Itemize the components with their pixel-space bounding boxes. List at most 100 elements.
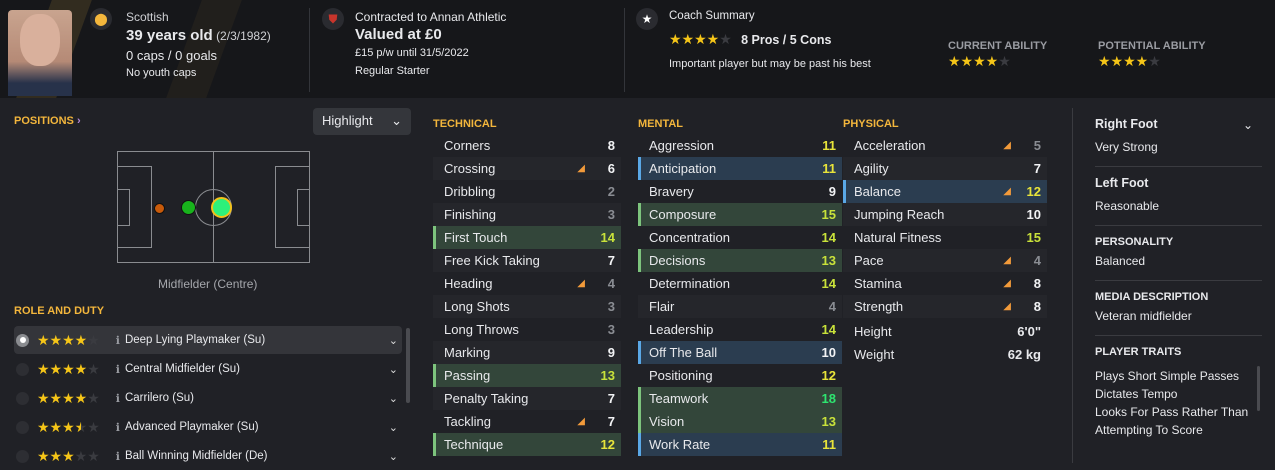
attribute-name: Bravery <box>649 184 694 199</box>
attribute-row[interactable]: Positioning 12 <box>638 364 842 387</box>
arrow-icon: ◢ <box>1003 255 1011 266</box>
chevron-down-icon[interactable]: ⌄ <box>388 334 398 347</box>
positions-title[interactable]: POSITIONS › <box>14 115 81 127</box>
attribute-row[interactable]: Leadership 14 <box>638 318 842 341</box>
attribute-name: Free Kick Taking <box>444 253 540 268</box>
role-radio[interactable] <box>16 391 29 405</box>
attribute-row[interactable]: Off The Ball 10 <box>638 341 842 364</box>
chevron-down-icon[interactable]: ⌄ <box>388 363 398 376</box>
attribute-row[interactable]: Natural Fitness 15 <box>843 226 1047 249</box>
role-item[interactable]: ★★★★★ ℹ Advanced Playmaker (Su) ⌄ <box>14 413 402 441</box>
role-radio[interactable] <box>16 449 29 463</box>
attribute-value: 7 <box>607 253 615 268</box>
attribute-row[interactable]: Pace ◢ 4 <box>843 249 1047 272</box>
caps: 0 caps / 0 goals <box>126 48 218 63</box>
highlight-dropdown[interactable]: Highlight ⌄ <box>313 108 411 135</box>
attribute-row[interactable]: Long Shots 3 <box>433 295 621 318</box>
attribute-name: Work Rate <box>649 437 711 452</box>
arrow-icon: ◢ <box>1003 278 1011 289</box>
attribute-row[interactable]: Tackling ◢ 7 <box>433 410 621 433</box>
attribute-row[interactable]: Anticipation 11 <box>638 157 842 180</box>
attribute-row[interactable]: Corners 8 <box>433 134 621 157</box>
attribute-value: 8 <box>607 138 615 153</box>
position-dot-dm[interactable] <box>154 203 165 214</box>
attribute-row[interactable]: Dribbling 2 <box>433 180 621 203</box>
body-measurements: Height 6'0" Weight 62 kg <box>843 320 1047 366</box>
attribute-row[interactable]: Technique 12 <box>433 433 621 456</box>
attribute-name: Long Throws <box>444 322 519 337</box>
info-icon[interactable]: ℹ <box>115 450 120 463</box>
role-item[interactable]: ★★★★★ ℹ Carrilero (Su) ⌄ <box>14 384 402 412</box>
player-traits-list: Plays Short Simple Passes Dictates Tempo L… <box>1095 367 1255 463</box>
attribute-row[interactable]: Long Throws 3 <box>433 318 621 341</box>
physical-attributes: Acceleration ◢ 5 Agility 7 Balance ◢ 12 Jumping … <box>843 134 1047 318</box>
wage: £15 p/w until 31/5/2022 <box>355 47 469 59</box>
role-item[interactable]: ★★★★★ ℹ Central Midfielder (Su) ⌄ <box>14 355 402 383</box>
traits-scrollbar[interactable] <box>1257 366 1260 411</box>
chevron-down-icon[interactable]: ⌄ <box>388 421 398 434</box>
attribute-row[interactable]: Composure 15 <box>638 203 842 226</box>
attribute-name: Passing <box>444 368 491 383</box>
attribute-row[interactable]: Determination 14 <box>638 272 842 295</box>
role-radio[interactable] <box>16 420 29 434</box>
attribute-value: 6 <box>607 161 615 176</box>
attribute-row[interactable]: Concentration 14 <box>638 226 842 249</box>
contract[interactable]: Contracted to Annan Athletic <box>355 10 507 24</box>
attribute-row[interactable]: Bravery 9 <box>638 180 842 203</box>
chevron-down-icon[interactable]: ⌄ <box>388 392 398 405</box>
attribute-row[interactable]: Flair 4 <box>638 295 842 318</box>
attribute-name: Composure <box>649 207 717 222</box>
position-dot-mc-secondary[interactable] <box>181 200 196 215</box>
attribute-row[interactable]: Aggression 11 <box>638 134 842 157</box>
attribute-row[interactable]: Stamina ◢ 8 <box>843 272 1047 295</box>
attribute-row[interactable]: Free Kick Taking 7 <box>433 249 621 272</box>
chevron-down-icon[interactable]: ⌄ <box>1243 118 1254 132</box>
role-stars: ★★★★★ <box>37 389 100 406</box>
role-name: Carrilero (Su) <box>124 392 194 404</box>
left-foot-value: Reasonable <box>1095 199 1160 213</box>
attribute-row[interactable]: Strength ◢ 8 <box>843 295 1047 318</box>
attribute-value: 5 <box>1033 138 1041 153</box>
attribute-row[interactable]: Balance ◢ 12 <box>843 180 1047 203</box>
attribute-row[interactable]: Agility 7 <box>843 157 1047 180</box>
attribute-row[interactable]: Teamwork 18 <box>638 387 842 410</box>
attribute-row[interactable]: Finishing 3 <box>433 203 621 226</box>
attribute-row[interactable]: Jumping Reach 10 <box>843 203 1047 226</box>
position-dot-mc[interactable] <box>211 197 232 218</box>
personality-label: PERSONALITY <box>1095 236 1174 248</box>
attribute-row[interactable]: Marking 9 <box>433 341 621 364</box>
attribute-name: Agility <box>854 161 889 176</box>
info-icon[interactable]: ℹ <box>115 421 120 434</box>
attribute-name: Corners <box>444 138 491 153</box>
info-icon[interactable]: ℹ <box>115 334 120 347</box>
role-name: Central Midfielder (Su) <box>124 363 240 375</box>
attribute-value: 8 <box>1033 299 1041 314</box>
role-radio[interactable] <box>16 333 29 347</box>
potential-ability-label: POTENTIAL ABILITY <box>1098 40 1206 52</box>
roles-scrollbar[interactable] <box>406 328 410 403</box>
attribute-row[interactable]: Decisions 13 <box>638 249 842 272</box>
attribute-row[interactable]: Acceleration ◢ 5 <box>843 134 1047 157</box>
role-item[interactable]: ★★★★★ ℹ Deep Lying Playmaker (Su) ⌄ <box>14 326 402 354</box>
info-icon[interactable]: ℹ <box>115 363 120 376</box>
attribute-row[interactable]: Vision 13 <box>638 410 842 433</box>
attribute-row[interactable]: Penalty Taking 7 <box>433 387 621 410</box>
attribute-row[interactable]: Passing 13 <box>433 364 621 387</box>
arrow-icon: ◢ <box>1003 140 1011 151</box>
info-icon[interactable]: ℹ <box>115 392 120 405</box>
attribute-row[interactable]: First Touch 14 <box>433 226 621 249</box>
value: Valued at £0 <box>355 26 442 43</box>
coach-summary-title[interactable]: Coach Summary <box>669 10 755 22</box>
role-radio[interactable] <box>16 362 29 376</box>
arrow-icon: ◢ <box>577 163 585 174</box>
role-item[interactable]: ★★★★★ ℹ Ball Winning Midfielder (De) ⌄ <box>14 442 402 470</box>
arrow-icon: ◢ <box>1003 186 1011 197</box>
attribute-row[interactable]: Heading ◢ 4 <box>433 272 621 295</box>
chevron-down-icon[interactable]: ⌄ <box>388 450 398 463</box>
chevron-down-icon: ⌄ <box>391 113 402 128</box>
attribute-row[interactable]: Work Rate 11 <box>638 433 842 456</box>
attribute-value: 7 <box>607 414 615 429</box>
club-badge-icon[interactable]: ⛊ <box>322 8 344 30</box>
attribute-row[interactable]: Crossing ◢ 6 <box>433 157 621 180</box>
attribute-name: Crossing <box>444 161 496 176</box>
